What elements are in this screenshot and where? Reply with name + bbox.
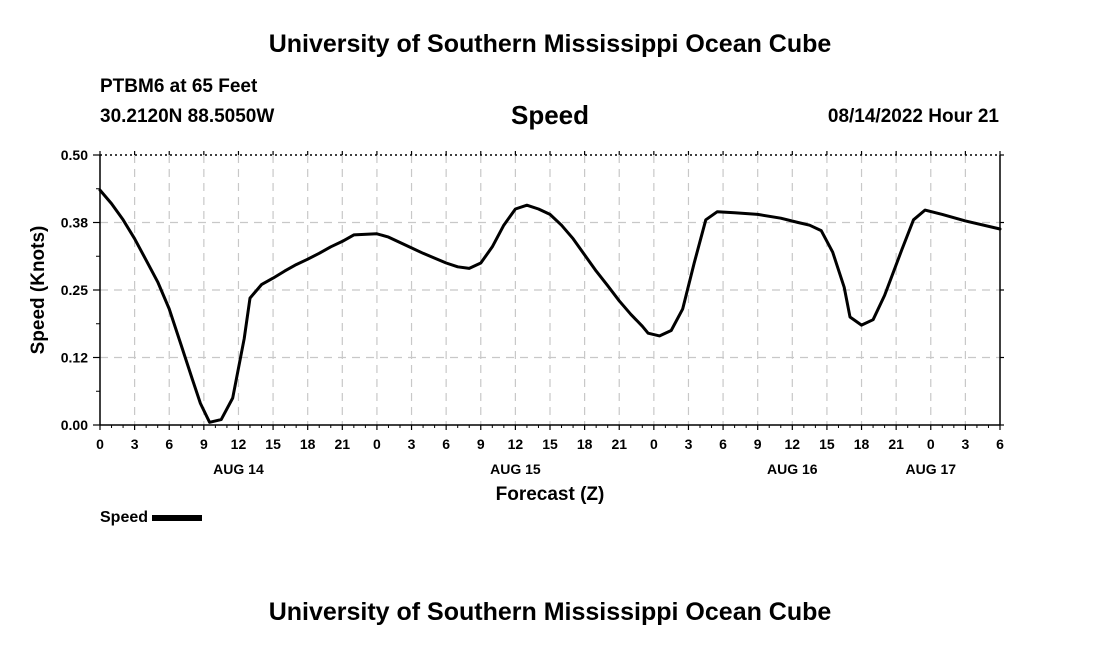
x-tick-label: 21: [888, 436, 904, 452]
x-tick-label: 12: [231, 436, 247, 452]
station-label: PTBM6 at 65 Feet: [100, 76, 258, 97]
y-tick-label: 0.00: [61, 417, 88, 433]
x-tick-label: 18: [300, 436, 316, 452]
legend-swatch: [152, 515, 203, 521]
x-tick-label: 6: [165, 436, 173, 452]
date-label: AUG 17: [905, 461, 956, 477]
x-tick-label: 9: [477, 436, 485, 452]
x-axis-title: Forecast (Z): [496, 484, 605, 505]
x-tick-label: 9: [200, 436, 208, 452]
x-tick-label: 12: [785, 436, 801, 452]
x-tick-label: 0: [927, 436, 935, 452]
x-tick-label: 15: [819, 436, 835, 452]
date-label: AUG 15: [490, 461, 541, 477]
grid: [100, 155, 1000, 425]
x-tick-label: 15: [265, 436, 281, 452]
date-label: AUG 14: [213, 461, 264, 477]
footer-title: University of Southern Mississippi Ocean…: [268, 598, 832, 626]
axes: [93, 151, 1004, 430]
x-tick-label: 9: [754, 436, 762, 452]
x-tick-label: 6: [442, 436, 450, 452]
x-tick-label: 18: [854, 436, 870, 452]
x-tick-label: 21: [335, 436, 351, 452]
x-tick-label: 0: [373, 436, 381, 452]
x-tick-label: 21: [611, 436, 627, 452]
y-tick-label: 0.50: [61, 147, 88, 163]
x-tick-label: 3: [685, 436, 693, 452]
coordinates-label: 30.2120N 88.5050W: [100, 106, 275, 127]
x-tick-label: 15: [542, 436, 558, 452]
chart-title: Speed: [510, 100, 590, 130]
page-title: University of Southern Mississippi Ocean…: [268, 30, 832, 58]
y-tick-label: 0.38: [61, 215, 88, 231]
y-axis-title: Speed (Knots): [28, 226, 49, 355]
legend-label: Speed: [100, 509, 149, 526]
x-tick-label: 3: [408, 436, 416, 452]
tick-labels: 0 3 6 9 12 15 18 21 0 3 6 9 12 15 18 21 0 3 6 9 12 15 18 21 0 3 6 A…: [61, 147, 1004, 477]
series-layer: [98, 188, 1002, 424]
x-tick-label: 6: [719, 436, 727, 452]
x-tick-label: 18: [577, 436, 593, 452]
speed-chart: 0 3 6 9 12 15 18 21 0 3 6 9 12 15 18 21 0 3 6 9 12 15 18 21 0 3 6 A…: [28, 147, 1004, 505]
date-label: AUG 16: [767, 461, 818, 477]
x-tick-label: 3: [961, 436, 969, 452]
legend: Speed: [100, 509, 203, 527]
x-tick-label: 12: [508, 436, 524, 452]
x-tick-label: 0: [650, 436, 658, 452]
y-tick-label: 0.12: [61, 350, 88, 366]
x-tick-label: 0: [96, 436, 104, 452]
series-line-speed: [98, 188, 1002, 424]
forecast-datetime: 08/14/2022 Hour 21: [827, 106, 999, 127]
y-tick-label: 0.25: [61, 282, 88, 298]
x-tick-label: 6: [996, 436, 1004, 452]
x-tick-label: 3: [131, 436, 139, 452]
